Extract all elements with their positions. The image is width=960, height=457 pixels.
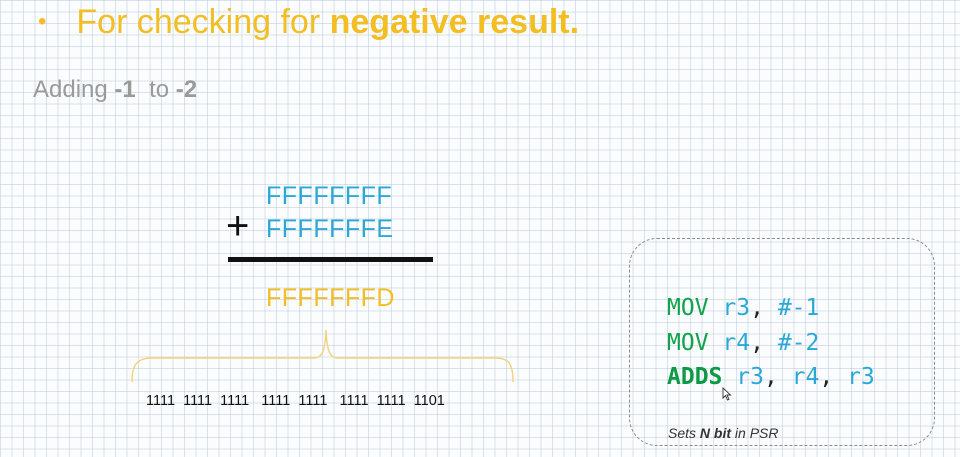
operand: #-1: [777, 295, 820, 321]
operand-1: FFFFFFFF: [266, 182, 393, 210]
subtitle: Adding -1 to -2: [33, 76, 197, 104]
note-suffix: in PSR: [731, 425, 779, 441]
binary-result: 1111 1111 1111 1111 1111 1111 1111 1101: [146, 393, 445, 409]
slide-heading: • For checking for negative result.: [38, 2, 579, 42]
curly-brace-icon: [131, 329, 514, 383]
operand: r3: [736, 364, 764, 390]
subtitle-prefix: Adding: [33, 76, 115, 103]
opcode: ADDS: [667, 364, 723, 390]
operand: r3: [722, 295, 751, 321]
separator: ,: [750, 330, 778, 356]
code-line-1: MOV r3, #-1: [667, 297, 819, 320]
operand: r4: [791, 364, 820, 390]
opcode: MOV: [667, 295, 709, 321]
separator: ,: [750, 295, 778, 321]
result-value: FFFFFFFD: [266, 284, 395, 312]
bullet-icon: •: [38, 8, 47, 35]
psr-note: Sets N bit in PSR: [668, 425, 778, 441]
code-line-3: ADDS r3, r4, r3: [667, 366, 875, 389]
separator: ,: [819, 364, 848, 390]
plus-sign: +: [226, 204, 250, 248]
subtitle-middle: to: [135, 76, 176, 103]
operand: r4: [722, 330, 751, 356]
heading-emphasis: negative result.: [329, 2, 580, 41]
opcode: MOV: [667, 330, 709, 356]
separator: ,: [763, 364, 792, 390]
code-line-2: MOV r4, #-2: [667, 332, 819, 355]
operand: #-2: [777, 330, 820, 356]
operand-2: FFFFFFFE: [266, 215, 394, 243]
code-box: [629, 238, 935, 446]
note-prefix: Sets: [668, 425, 700, 441]
sum-line: [228, 257, 433, 262]
subtitle-operand-b: -2: [175, 76, 198, 103]
heading-text: For checking for: [76, 2, 330, 41]
mouse-pointer-icon: [722, 387, 732, 401]
subtitle-operand-a: -1: [114, 76, 136, 103]
note-bold: N bit: [699, 425, 732, 441]
operand: r3: [847, 364, 875, 390]
